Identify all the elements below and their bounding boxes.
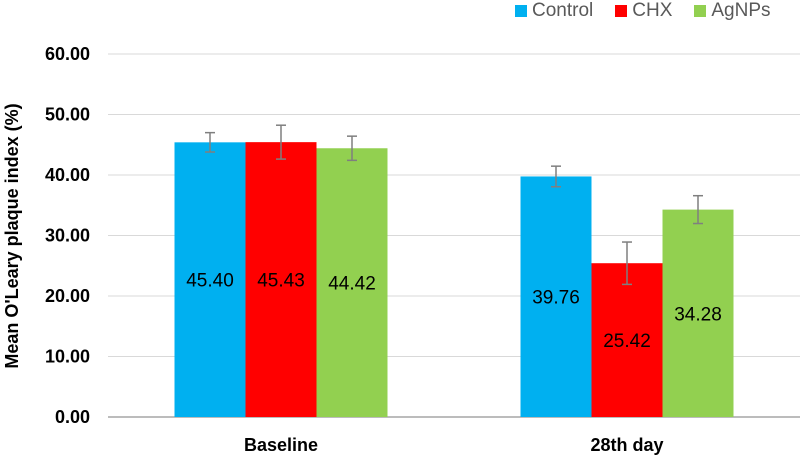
y-tick-label: 50.00 xyxy=(45,105,90,125)
bar-agnps-1 xyxy=(316,148,388,417)
y-axis-label: Mean O'Leary plaque index (%) xyxy=(2,103,22,368)
x-tick-label: Baseline xyxy=(244,435,318,455)
bar-control-1 xyxy=(174,142,246,417)
legend-swatch-agnps xyxy=(694,5,707,17)
error-bar xyxy=(276,124,286,160)
error-bar xyxy=(551,165,561,188)
legend-swatch-chx xyxy=(615,5,628,17)
legend: Control CHX AgNPs xyxy=(515,0,793,22)
data-label: 25.42 xyxy=(603,331,651,352)
bar-control-2 xyxy=(520,176,592,417)
data-label: 34.28 xyxy=(674,304,722,325)
legend-label-agnps: AgNPs xyxy=(711,0,771,21)
data-label: 44.42 xyxy=(328,274,376,295)
y-tick-label: 20.00 xyxy=(45,286,90,306)
bar-agnps-2 xyxy=(662,209,734,417)
y-tick-label: 10.00 xyxy=(45,347,90,367)
data-label: 39.76 xyxy=(532,288,580,309)
bar-chx-1 xyxy=(245,142,317,417)
error-bar xyxy=(205,131,215,153)
y-tick-labels: 0.00 10.00 20.00 30.00 40.00 50.00 60.00 xyxy=(45,44,90,427)
error-bars xyxy=(205,124,703,286)
y-tick-label: 30.00 xyxy=(45,226,90,246)
data-label: 45.43 xyxy=(257,271,305,292)
legend-item-agnps: AgNPs xyxy=(694,0,771,22)
data-label: 45.40 xyxy=(186,271,234,292)
legend-label-chx: CHX xyxy=(632,0,673,21)
x-tick-label: 28th day xyxy=(590,435,663,455)
error-bar xyxy=(347,135,357,162)
error-bar xyxy=(693,194,703,225)
bars xyxy=(174,142,734,417)
y-tick-label: 0.00 xyxy=(55,407,90,427)
legend-label-control: Control xyxy=(532,0,594,21)
data-labels: 45.40 45.43 44.42 39.76 25.42 34.28 xyxy=(186,271,722,353)
y-tick-label: 60.00 xyxy=(45,44,90,64)
legend-swatch-control xyxy=(515,5,527,17)
error-bar xyxy=(622,241,632,286)
legend-item-chx: CHX xyxy=(615,0,672,22)
y-tick-label: 40.00 xyxy=(45,165,90,185)
bar-chx-2 xyxy=(591,263,663,417)
x-tick-labels: Baseline 28th day xyxy=(244,435,664,455)
legend-item-control: Control xyxy=(515,0,593,22)
